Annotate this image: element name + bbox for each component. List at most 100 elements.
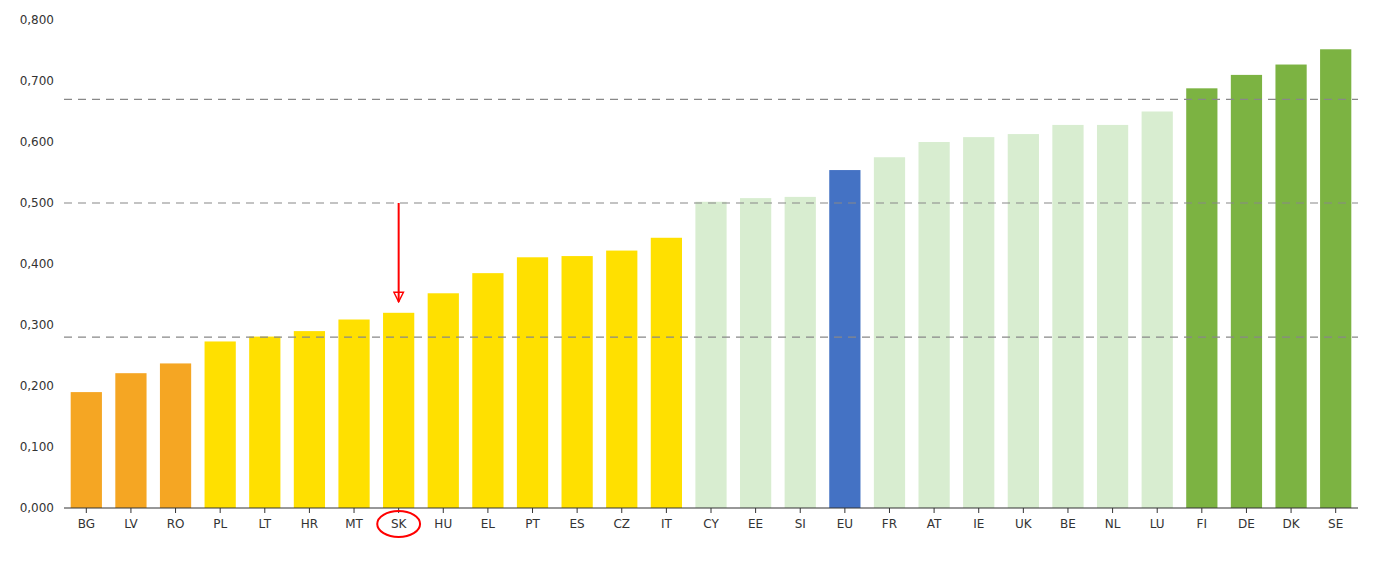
x-tick-label: NL <box>1105 517 1121 531</box>
bar <box>785 197 816 508</box>
bar <box>115 373 146 508</box>
x-tick-label: DE <box>1238 517 1255 531</box>
x-tick-label: PT <box>525 517 540 531</box>
bar <box>472 273 503 508</box>
x-axis: BG LV RO PL LT HR MT SK HU EL PT ES CZ IT CY EE SI EU FR AT… <box>64 508 1358 531</box>
x-tick <box>86 508 87 513</box>
x-tick-label: CY <box>703 517 719 531</box>
x-tick-label: LV <box>124 517 138 531</box>
bar <box>1320 49 1351 508</box>
x-tick <box>1201 508 1202 513</box>
y-tick-label: 0,500 <box>20 196 54 210</box>
y-tick-label: 0,800 <box>20 13 54 27</box>
bar <box>918 142 949 508</box>
x-tick <box>844 508 845 513</box>
x-tick <box>532 508 533 513</box>
y-tick-label: 0,600 <box>20 135 54 149</box>
reference-line <box>64 202 1358 203</box>
x-tick-label: CZ <box>613 517 630 531</box>
bar <box>829 170 860 508</box>
reference-line <box>64 337 1358 338</box>
x-tick <box>577 508 578 513</box>
y-tick-label: 0,300 <box>20 318 54 332</box>
x-tick <box>800 508 801 513</box>
x-tick-label: MT <box>345 517 363 531</box>
chart: 0,000 0,100 0,200 0,300 0,400 0,500 0,600 0,700… <box>0 0 1378 564</box>
bar <box>606 251 637 508</box>
x-tick-label: BG <box>78 517 95 531</box>
bar <box>695 202 726 508</box>
arrow <box>398 203 400 302</box>
x-tick <box>711 508 712 513</box>
bar <box>517 257 548 508</box>
x-tick-label: RO <box>167 517 185 531</box>
bar <box>1142 112 1173 509</box>
bar <box>1275 65 1306 508</box>
y-tick-label: 0,400 <box>20 257 54 271</box>
bar <box>428 293 459 508</box>
x-tick-label: EU <box>837 517 853 531</box>
x-tick <box>934 508 935 513</box>
x-tick <box>220 508 221 513</box>
x-tick-label: HR <box>301 517 318 531</box>
x-tick <box>175 508 176 513</box>
bar <box>205 341 236 508</box>
x-tick-label: PL <box>213 517 227 531</box>
x-tick-label: FI <box>1197 517 1207 531</box>
x-tick-label: HU <box>434 517 452 531</box>
x-tick <box>889 508 890 513</box>
x-tick-label: LT <box>259 517 272 531</box>
y-tick-label: 0,700 <box>20 74 54 88</box>
x-tick <box>1246 508 1247 513</box>
bar <box>1008 134 1039 508</box>
x-tick <box>1335 508 1336 513</box>
x-tick <box>487 508 488 513</box>
x-tick <box>978 508 979 513</box>
bar <box>874 157 905 508</box>
bar <box>1231 75 1262 508</box>
bar <box>249 337 280 508</box>
x-tick <box>1112 508 1113 513</box>
x-tick <box>1067 508 1068 513</box>
bars <box>64 49 1358 508</box>
highlight-ring <box>377 511 420 537</box>
x-tick <box>309 508 310 513</box>
y-axis: 0,000 0,100 0,200 0,300 0,400 0,500 0,600 0,700… <box>20 13 54 515</box>
x-tick-label: IT <box>661 517 673 531</box>
x-tick <box>755 508 756 513</box>
x-tick-label: BE <box>1060 517 1076 531</box>
x-tick-label: DK <box>1283 517 1301 531</box>
bar <box>651 238 682 508</box>
reference-line <box>64 99 1358 100</box>
x-tick-label: ES <box>570 517 585 531</box>
x-tick-label: EL <box>481 517 496 531</box>
x-tick <box>1157 508 1158 513</box>
y-tick-label: 0,100 <box>20 440 54 454</box>
x-tick <box>443 508 444 513</box>
bar <box>338 320 369 508</box>
bar <box>294 331 325 508</box>
x-tick-label: AT <box>927 517 942 531</box>
bar <box>963 137 994 508</box>
x-tick <box>264 508 265 513</box>
bar <box>71 392 102 508</box>
x-tick-label: IE <box>973 517 984 531</box>
bar <box>1186 88 1217 508</box>
x-tick <box>1291 508 1292 513</box>
x-tick <box>130 508 131 513</box>
bar <box>740 198 771 508</box>
bar <box>1097 125 1128 508</box>
bar <box>562 256 593 508</box>
x-tick-label: SK <box>391 517 408 531</box>
x-tick <box>1023 508 1024 513</box>
bar <box>160 363 191 508</box>
y-tick-label: 0,000 <box>20 501 54 515</box>
x-tick <box>666 508 667 513</box>
x-tick-label: LU <box>1150 517 1165 531</box>
x-tick-label: SE <box>1328 517 1343 531</box>
x-tick-label: EE <box>748 517 763 531</box>
x-tick-label: SI <box>795 517 806 531</box>
x-tick-label: FR <box>882 517 897 531</box>
bar <box>383 313 414 508</box>
y-tick-label: 0,200 <box>20 379 54 393</box>
